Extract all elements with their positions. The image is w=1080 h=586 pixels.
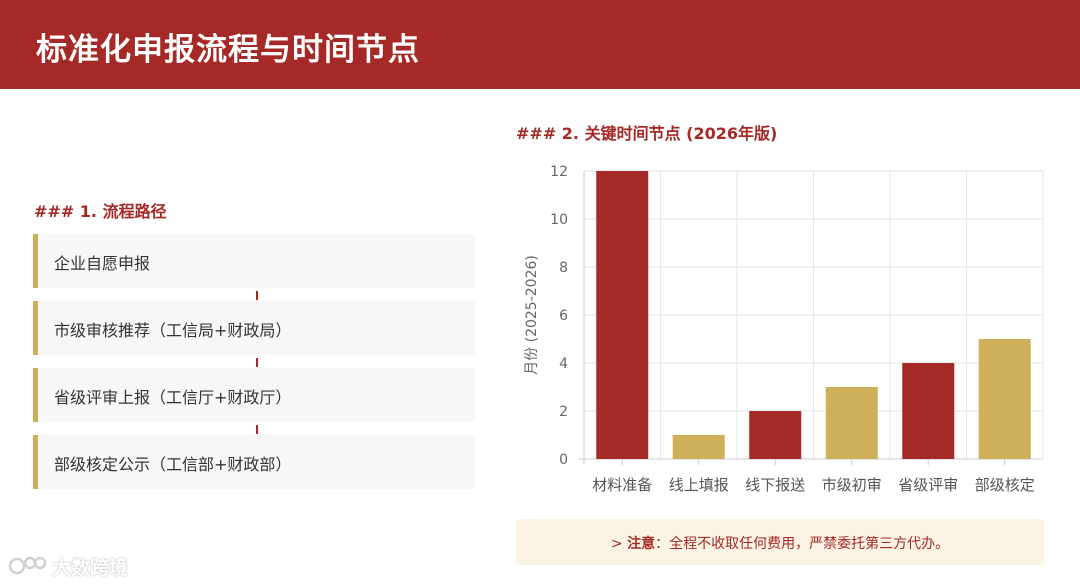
x-tick-label: 线上填报 bbox=[669, 476, 729, 494]
y-tick-label: 10 bbox=[550, 212, 568, 228]
bar-3 bbox=[749, 411, 802, 459]
x-tick-label: 市级初审 bbox=[822, 476, 882, 494]
flow-connector bbox=[256, 291, 258, 300]
flow-step-label: 部级核定公示（工信部+财政部） bbox=[54, 455, 292, 474]
flow-step-4: 部级核定公示（工信部+财政部） bbox=[33, 435, 475, 489]
flow-step-label: 市级审核推荐（工信局+财政局） bbox=[54, 321, 292, 340]
x-tick-label: 省级评审 bbox=[898, 476, 958, 494]
flow-connector bbox=[256, 358, 258, 367]
timeline-section-title: ### 2. 关键时间节点 (2026年版) bbox=[516, 124, 778, 143]
y-tick-label: 8 bbox=[559, 260, 568, 276]
bar-5 bbox=[902, 363, 955, 459]
note-label: 注意 bbox=[627, 536, 656, 552]
note-text: > 注意：全程不收取任何费用，严禁委托第三方代办。 bbox=[516, 533, 1044, 553]
note-prefix: > bbox=[610, 536, 628, 552]
flow-section-title: ### 1. 流程路径 bbox=[34, 202, 167, 221]
header-bar: 标准化申报流程与时间节点 bbox=[0, 0, 1080, 89]
watermark-text: 大数跨境 bbox=[52, 557, 129, 579]
note-box: > 注意：全程不收取任何费用，严禁委托第三方代办。 bbox=[516, 519, 1044, 565]
flow-step-3: 省级评审上报（工信厅+财政厅） bbox=[33, 368, 475, 422]
flow-step-label: 省级评审上报（工信厅+财政厅） bbox=[54, 388, 292, 407]
watermark-logo-icon bbox=[8, 556, 47, 575]
flow-step-1: 企业自愿申报 bbox=[33, 234, 475, 288]
flow-connector bbox=[256, 425, 258, 434]
y-axis-label: 月份 (2025-2026) bbox=[524, 255, 540, 375]
y-tick-label: 0 bbox=[559, 452, 568, 468]
x-tick-label: 线下报送 bbox=[745, 476, 805, 494]
y-tick-label: 6 bbox=[559, 308, 568, 324]
note-body: ：全程不收取任何费用，严禁委托第三方代办。 bbox=[655, 536, 950, 552]
y-tick-label: 12 bbox=[550, 164, 568, 180]
bar-4 bbox=[825, 387, 878, 459]
x-tick-label: 部级核定 bbox=[975, 476, 1035, 494]
page-title: 标准化申报流程与时间节点 bbox=[36, 32, 420, 68]
bar-1 bbox=[596, 171, 649, 459]
bar-2 bbox=[672, 435, 725, 459]
flow-step-label: 企业自愿申报 bbox=[54, 254, 151, 273]
x-tick-label: 材料准备 bbox=[592, 476, 652, 494]
y-tick-label: 4 bbox=[559, 356, 568, 372]
timeline-bar-chart: 0 2 4 6 8 10 12 材料准备 线上填报 线下报送 市级初审 省级评审 部级核定 月份 (202… bbox=[524, 164, 1044, 494]
bar-6 bbox=[978, 339, 1031, 459]
y-tick-label: 2 bbox=[559, 404, 568, 420]
flow-step-2: 市级审核推荐（工信局+财政局） bbox=[33, 301, 475, 355]
